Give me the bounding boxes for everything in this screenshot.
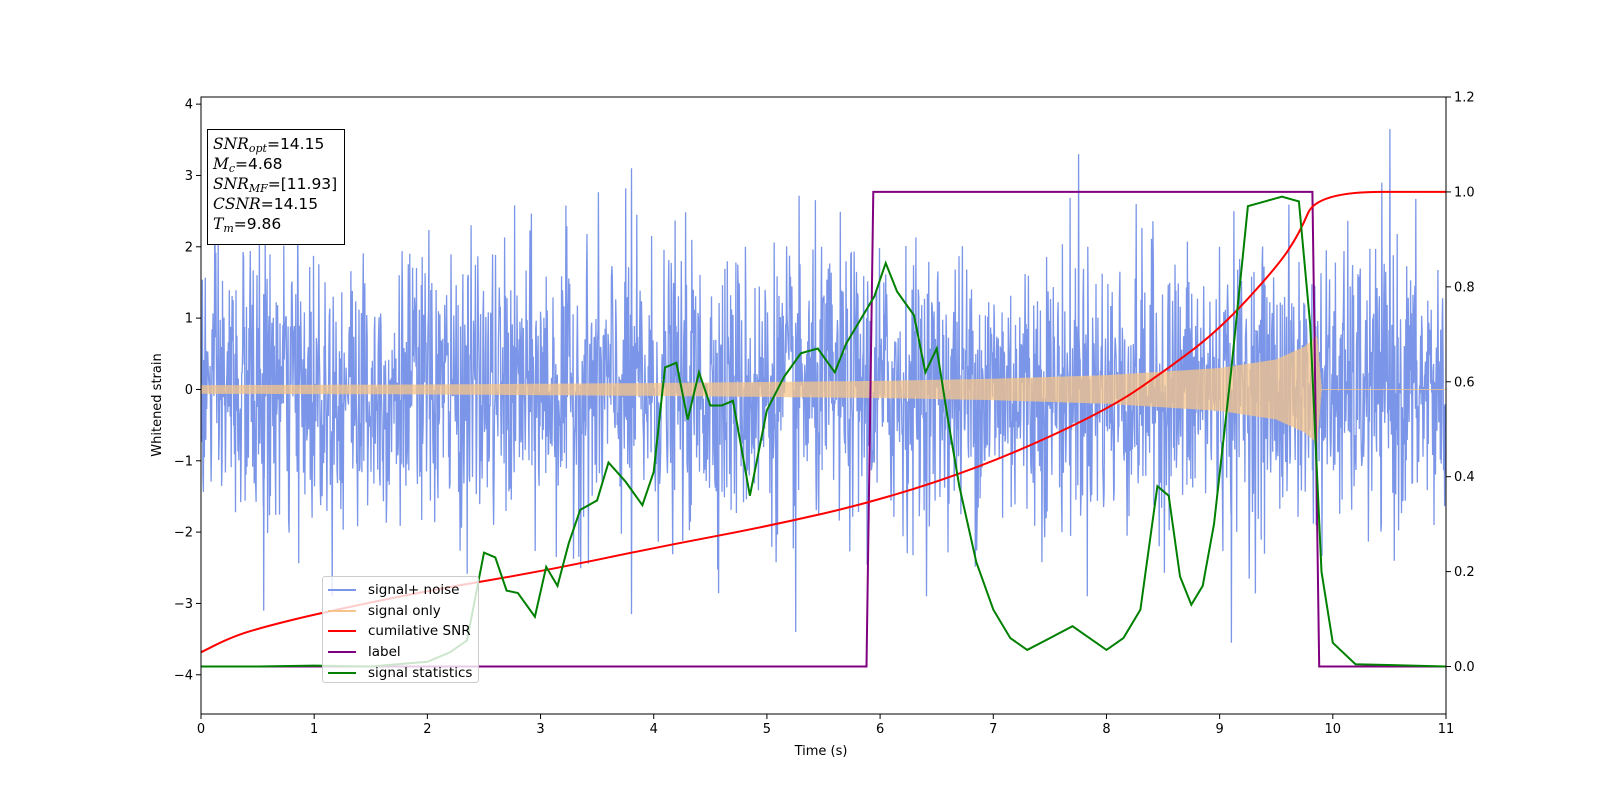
- tm-symbol: T: [213, 215, 224, 233]
- tm-line: Tm=9.86: [213, 214, 340, 235]
- x-tick-label: 0: [197, 722, 205, 737]
- legend-label: cumilative SNR: [368, 623, 471, 640]
- x-tick-label: 10: [1325, 722, 1342, 737]
- snr-mf-line: SNRMF=[11.93]: [213, 174, 340, 195]
- y-tick-label-left: −3: [174, 597, 193, 612]
- y-tick-label-right: 0.2: [1454, 565, 1475, 580]
- x-tick-label: 8: [1102, 722, 1110, 737]
- x-axis: 0 1 2 3 4 5 6 7 8 9 10 11: [197, 714, 1454, 737]
- x-tick-label: 7: [989, 722, 997, 737]
- y-tick-label-left: 3: [185, 169, 193, 184]
- y-tick-label-left: 2: [185, 240, 193, 255]
- plot-frame: [200, 96, 1447, 715]
- x-tick-label: 2: [423, 722, 431, 737]
- x-tick-label: 9: [1215, 722, 1223, 737]
- snr-opt-symbol: SNR: [213, 135, 249, 153]
- x-tick-label: 3: [536, 722, 544, 737]
- snr-mf-symbol: SNR: [213, 175, 249, 193]
- y-tick-label-right: 0.6: [1454, 375, 1475, 390]
- snr-opt-value: =14.15: [266, 135, 325, 153]
- csnr-symbol: CSNR: [213, 195, 261, 213]
- y-axis-right: 0.0 0.2 0.4 0.6 0.8 1.0 1.2: [1446, 91, 1475, 675]
- snr-opt-line: SNRopt=14.15: [213, 134, 340, 155]
- y-tick-label-right: 1.2: [1454, 91, 1475, 106]
- mc-line: Mc=4.68: [213, 154, 340, 175]
- mc-subscript: c: [228, 162, 236, 175]
- signal-statistics-series: [201, 195, 1446, 668]
- legend-item: signal+ noise: [328, 580, 473, 601]
- x-tick-label: 1: [310, 722, 318, 737]
- legend-item: cumilative SNR: [328, 621, 473, 642]
- signal-noise-series: [201, 129, 1446, 643]
- plot-area: [201, 129, 1446, 668]
- legend-swatch: [328, 630, 356, 633]
- y-tick-label-left: −1: [174, 454, 193, 469]
- x-axis-label: Time (s): [794, 744, 848, 759]
- x-tick-label: 5: [763, 722, 771, 737]
- csnr-value: =14.15: [260, 195, 319, 213]
- legend-item: signal statistics: [328, 662, 473, 683]
- legend-label: signal only: [368, 602, 441, 619]
- legend-swatch: [328, 589, 356, 592]
- y-tick-label-right: 0.4: [1454, 470, 1475, 485]
- y-axis-label-left: Whitened strain: [150, 353, 165, 456]
- x-tick-label: 11: [1438, 722, 1455, 737]
- y-tick-label-left: 1: [185, 312, 193, 327]
- legend-swatch: [328, 671, 356, 674]
- y-tick-label-left: 4: [185, 98, 193, 113]
- y-tick-label-left: 0: [185, 383, 193, 398]
- y-tick-label-right: 0.8: [1454, 280, 1475, 295]
- legend-label: label: [368, 644, 401, 661]
- label-series: [201, 190, 1446, 668]
- csnr-line: CSNR=14.15: [213, 194, 340, 214]
- legend-item: label: [328, 642, 473, 663]
- x-tick-label: 4: [650, 722, 658, 737]
- legend-label: signal+ noise: [368, 582, 460, 599]
- snr-opt-subscript: opt: [248, 142, 267, 155]
- mc-symbol: M: [213, 155, 229, 173]
- snr-mf-subscript: MF: [248, 182, 268, 195]
- signal-only-series: [201, 336, 1446, 443]
- y-tick-label-right: 0.0: [1454, 660, 1475, 675]
- tm-value: =9.86: [233, 215, 282, 233]
- stats-annotation-box: SNRopt=14.15 Mc=4.68 SNRMF=[11.93] CSNR=…: [207, 129, 345, 245]
- tm-subscript: m: [223, 222, 234, 235]
- legend-item: signal only: [328, 601, 473, 622]
- snr-mf-value: =[11.93]: [267, 175, 338, 193]
- legend-swatch: [328, 609, 356, 612]
- y-tick-label-left: −4: [174, 668, 193, 683]
- legend-swatch: [328, 651, 356, 654]
- cumulative-snr-series: [201, 190, 1446, 654]
- mc-value: =4.68: [235, 155, 283, 173]
- y-axis-left: −4 −3 −2 −1 0 1 2 3 4: [174, 98, 201, 683]
- y-tick-label-right: 1.0: [1454, 185, 1475, 200]
- x-tick-label: 6: [876, 722, 884, 737]
- legend-label: signal statistics: [368, 664, 473, 681]
- y-tick-label-left: −2: [174, 526, 193, 541]
- legend: signal+ noise signal only cumilative SNR…: [322, 576, 479, 683]
